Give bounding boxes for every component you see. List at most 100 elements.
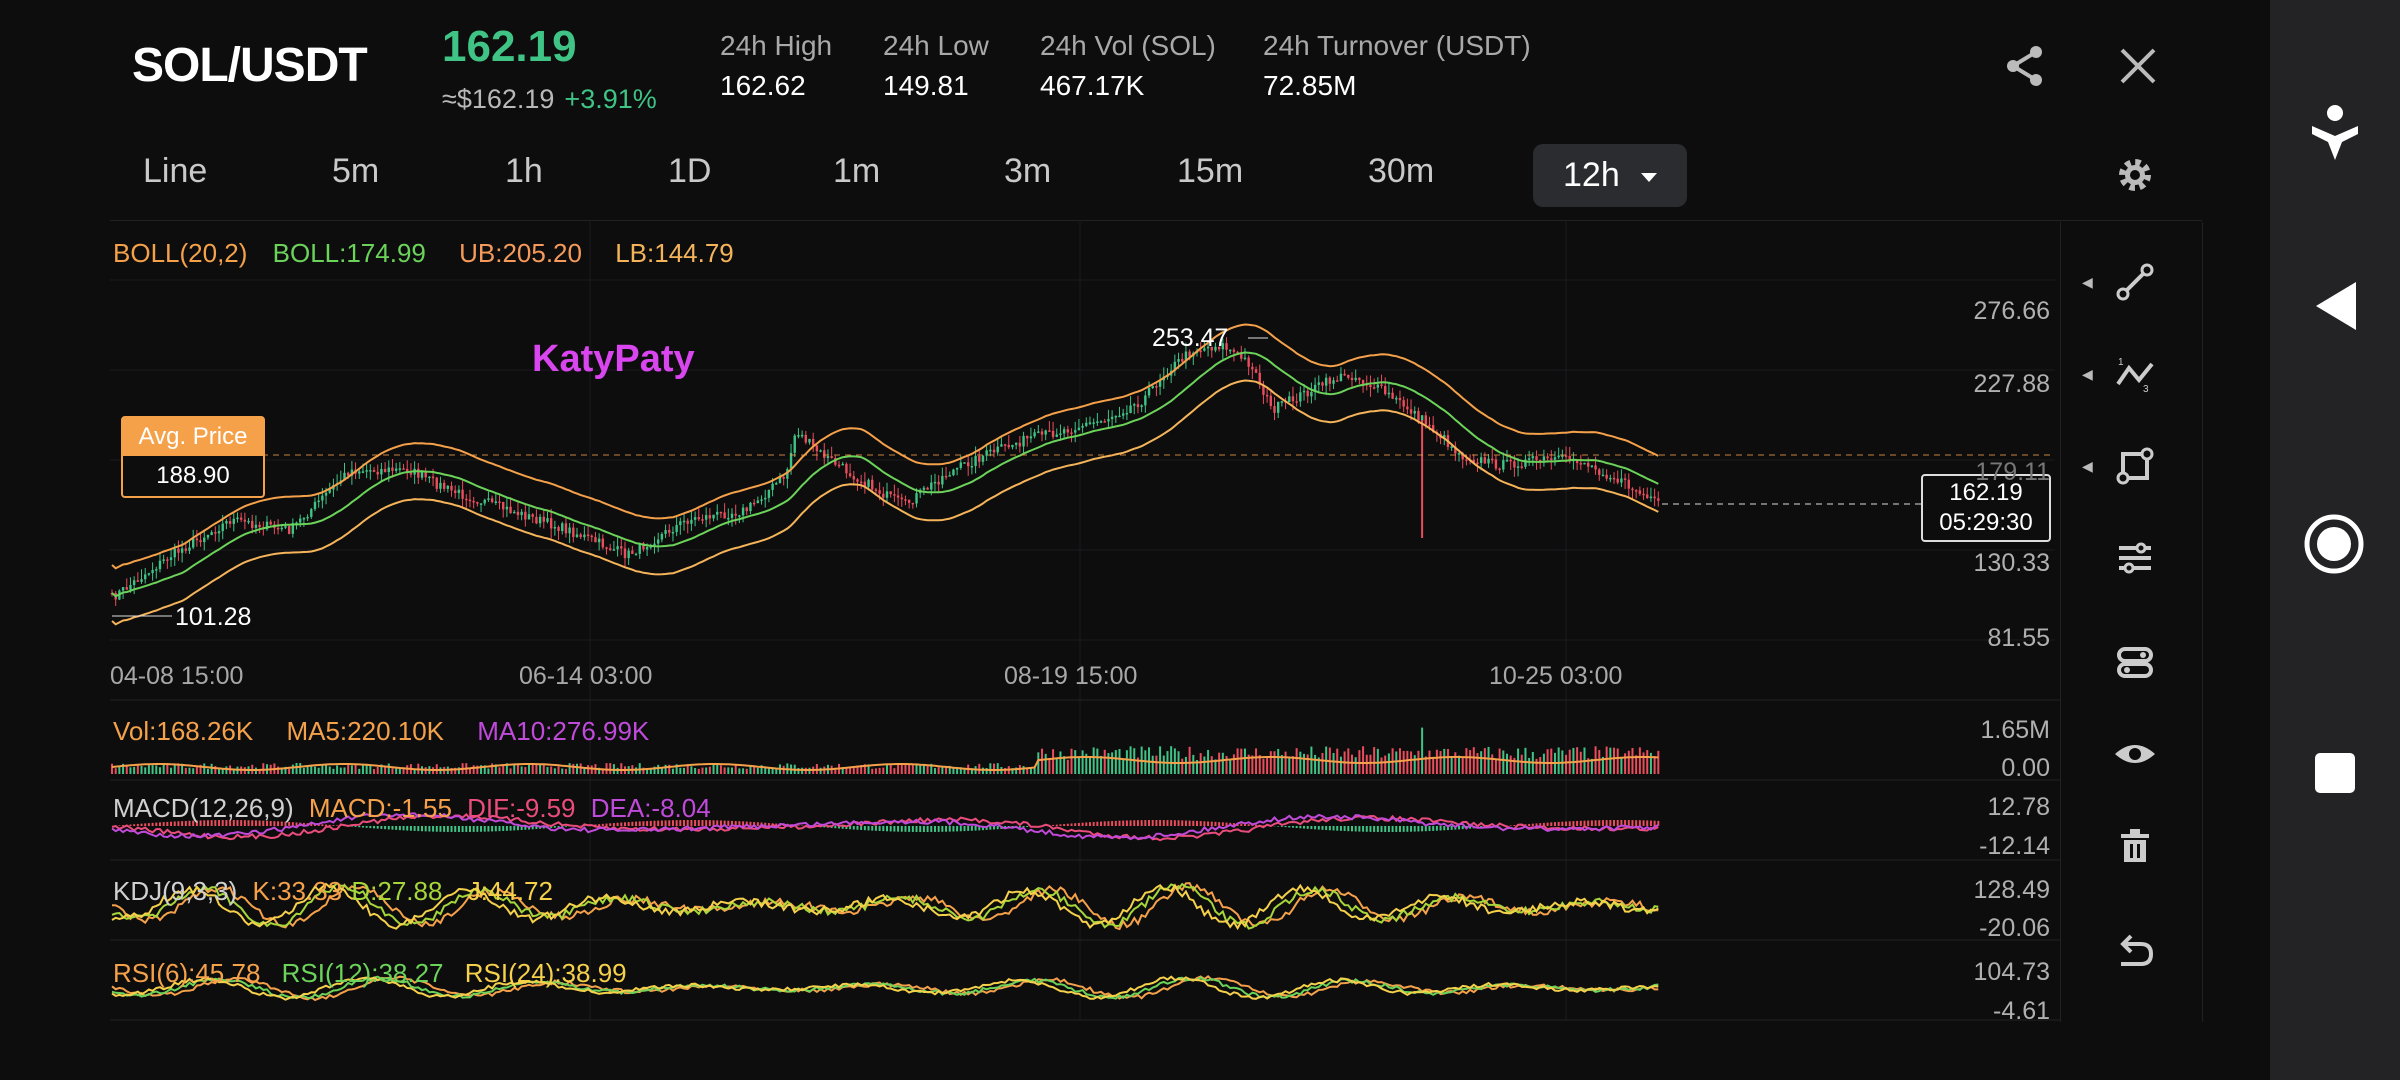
candle-body <box>1520 466 1523 468</box>
tab-5m[interactable]: 5m <box>332 152 380 190</box>
tab-line[interactable]: Line <box>143 152 208 190</box>
volume-bar <box>1118 749 1121 774</box>
volume-bar <box>985 767 988 774</box>
candle-body <box>1457 453 1461 455</box>
volume-bar <box>819 767 822 774</box>
shape-tool-icon[interactable] <box>2100 436 2170 496</box>
macd-histogram-bar <box>395 826 398 830</box>
macd-histogram-bar <box>1339 826 1342 831</box>
volume-bar <box>1491 754 1494 774</box>
visibility-eye-icon[interactable] <box>2100 724 2170 784</box>
macd-histogram-bar <box>192 820 195 826</box>
volume-bar <box>162 763 165 774</box>
recents-icon[interactable] <box>2314 752 2356 799</box>
accessibility-icon[interactable] <box>2306 104 2364 167</box>
macd-pane <box>111 812 1660 842</box>
kline-chart[interactable] <box>0 0 2270 1080</box>
macd-histogram-bar <box>1469 826 1472 829</box>
macd-histogram-bar <box>1291 826 1294 828</box>
macd-histogram-bar <box>1387 826 1390 832</box>
volume-bar <box>1384 755 1387 774</box>
time-axis-label: 10-25 03:00 <box>1489 662 1623 690</box>
volume-bar <box>1332 753 1335 774</box>
layers-icon[interactable] <box>2100 632 2170 692</box>
expand-arrow-icon[interactable]: ◀ <box>2082 274 2093 290</box>
macd-histogram-bar <box>1181 820 1184 826</box>
volume-bar <box>1535 758 1538 774</box>
undo-icon[interactable] <box>2100 924 2170 984</box>
candle-body <box>1077 427 1081 431</box>
candle-body <box>217 531 221 534</box>
boll-lb: LB:144.79 <box>615 238 734 268</box>
macd-histogram-bar <box>609 823 612 826</box>
macd-histogram-bar <box>564 826 567 827</box>
rsi24: RSI(24):38.99 <box>464 958 627 988</box>
candle-body <box>1465 459 1468 461</box>
volume-bar <box>1214 759 1217 774</box>
candle-body <box>856 479 859 482</box>
tab-1h[interactable]: 1h <box>505 152 543 190</box>
tab-12h[interactable]: 12h <box>1533 144 1688 207</box>
volume-bar <box>1557 747 1560 774</box>
close-icon[interactable] <box>2118 46 2158 91</box>
candle-body <box>372 470 376 472</box>
macd-histogram-bar <box>1620 820 1623 826</box>
volume-bar <box>557 766 560 774</box>
tab-15m[interactable]: 15m <box>1177 152 1244 190</box>
macd-histogram-bar <box>945 826 948 832</box>
delete-trash-icon[interactable] <box>2100 816 2170 876</box>
candle-body <box>656 539 660 544</box>
settings-gear-icon[interactable] <box>2115 155 2155 200</box>
candle-body <box>125 587 128 590</box>
macd-histogram-bar <box>472 826 475 832</box>
macd-histogram-bar <box>1218 822 1221 826</box>
tab-1d[interactable]: 1D <box>668 152 712 190</box>
share-icon[interactable] <box>2003 44 2047 93</box>
volume-bar <box>1103 749 1106 774</box>
indicator-settings-icon[interactable] <box>2100 528 2170 588</box>
macd-histogram-bar <box>1262 825 1265 826</box>
candle-body <box>1151 386 1154 389</box>
avg-price-tag[interactable]: Avg. Price 188.90 <box>121 416 265 498</box>
tab-30m[interactable]: 30m <box>1368 152 1435 190</box>
candle-body <box>1616 478 1619 483</box>
candle-body <box>151 570 154 574</box>
current-price: 162.19 <box>1949 479 2023 506</box>
macd-histogram-bar <box>325 824 328 826</box>
macd-histogram-bar <box>605 823 608 826</box>
candle-body <box>1026 435 1029 439</box>
candle-body <box>155 569 158 571</box>
candle-body <box>989 449 992 452</box>
volume-bar <box>1273 751 1276 774</box>
toolbar-edge <box>2202 222 2203 1022</box>
stat-24h-low: 24h Low 149.81 <box>883 30 989 102</box>
volume-bar <box>516 764 519 774</box>
trading-pair[interactable]: SOL/USDT <box>132 39 368 92</box>
macd-histogram-bar <box>1140 820 1143 826</box>
stat-label: 24h Vol (SOL) <box>1040 30 1216 61</box>
expand-arrow-icon[interactable]: ◀ <box>2082 458 2093 474</box>
tab-3m[interactable]: 3m <box>1004 152 1052 190</box>
candle-body <box>893 494 896 496</box>
macd-histogram-bar <box>1277 826 1280 827</box>
candle-body <box>1118 415 1121 418</box>
home-icon[interactable] <box>2303 513 2365 580</box>
candle-body <box>1531 456 1535 459</box>
stat-label: 24h High <box>720 30 833 61</box>
trendline-tool-icon[interactable] <box>2100 252 2170 312</box>
volume-bar <box>1498 748 1501 774</box>
candle-body <box>645 547 649 550</box>
volume-bar <box>1066 759 1069 774</box>
candle-body <box>129 584 132 590</box>
expand-arrow-icon[interactable]: ◀ <box>2082 366 2093 382</box>
candle-body <box>594 537 597 543</box>
volume-bar <box>295 763 298 774</box>
macd-histogram-bar <box>723 820 726 826</box>
tab-1m[interactable]: 1m <box>833 152 881 190</box>
volume-bar <box>867 764 870 774</box>
volume-bar <box>498 767 501 774</box>
back-icon[interactable] <box>2312 280 2360 337</box>
candle-body <box>1011 444 1014 448</box>
macd-histogram-bar <box>1240 823 1243 826</box>
